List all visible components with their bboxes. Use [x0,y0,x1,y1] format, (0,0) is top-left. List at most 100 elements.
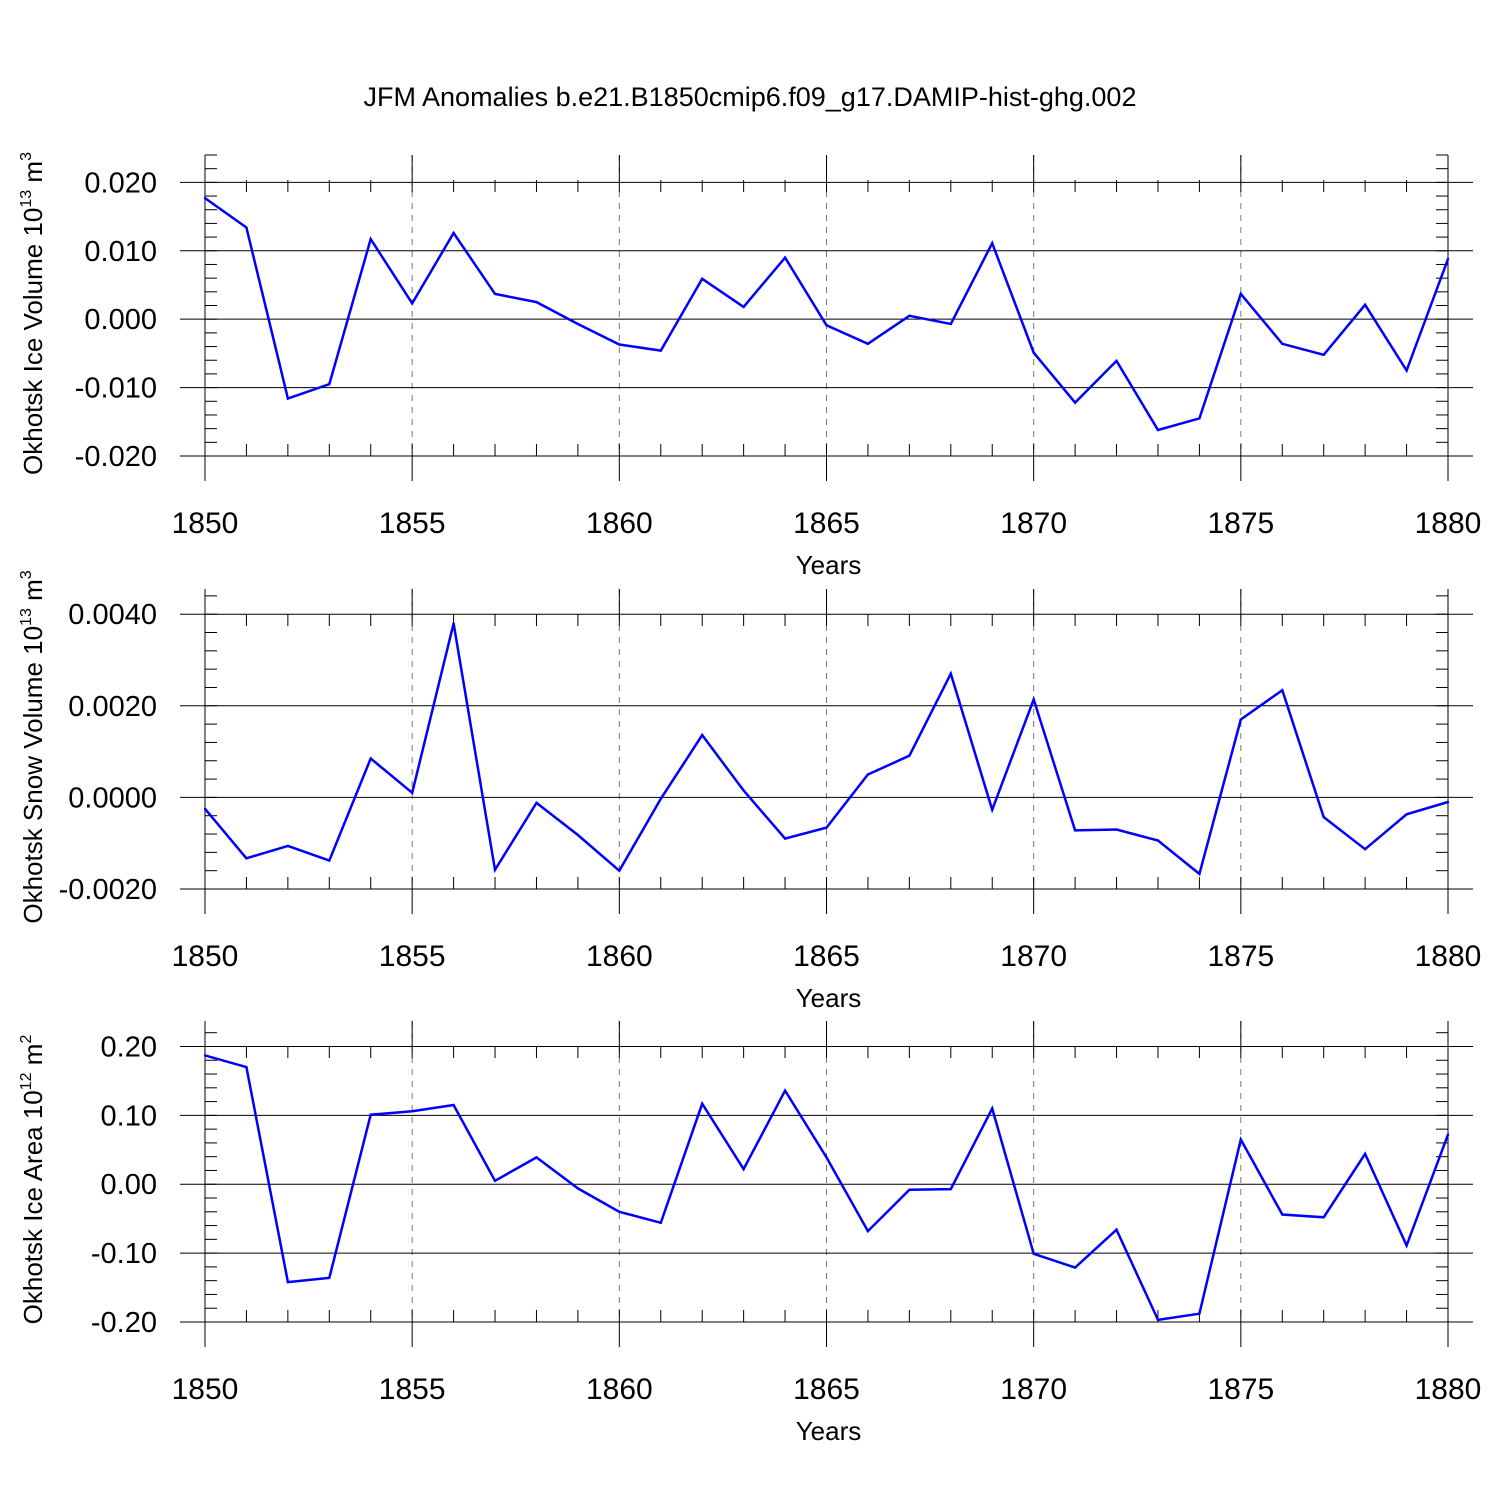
data-point [493,1179,497,1182]
data-point [618,869,621,872]
y-tick-label: 0.10 [101,1100,157,1132]
data-point [1239,292,1243,296]
data-point [1073,401,1077,404]
data-point [825,1156,828,1159]
data-point [783,1089,787,1092]
x-tick-label: 1880 [1415,1373,1482,1406]
x-tick-label: 1870 [1000,507,1067,540]
data-point [410,791,414,795]
x-tick-label: 1850 [172,507,239,540]
x-tick-label: 1870 [1000,940,1067,973]
y-tick-label: 0.20 [101,1031,157,1063]
data-point [866,1229,870,1233]
x-tick-label: 1875 [1207,940,1274,973]
x-axis-label: Years [796,983,862,1013]
x-tick-label: 1860 [586,1373,653,1406]
data-point [1322,353,1325,356]
data-point [369,757,372,760]
data-point [535,801,538,805]
x-tick-label: 1865 [793,1373,860,1406]
data-point [659,797,662,800]
data-point [576,833,580,837]
data-point [866,773,870,776]
data-point [1198,1312,1201,1315]
data-point [203,196,207,200]
y-tick-label: 0.010 [84,236,157,268]
data-point [1239,718,1243,721]
data-point [1239,1138,1243,1141]
data-point [825,826,828,829]
y-tick-label: -0.20 [91,1307,157,1339]
data-point [1198,872,1201,876]
x-tick-label: 1850 [172,1373,239,1406]
data-point [328,1276,331,1280]
data-point [203,1054,207,1057]
x-tick-label: 1870 [1000,1373,1067,1406]
x-tick-label: 1875 [1207,1373,1274,1406]
data-point [1281,1213,1284,1216]
data-point [701,277,704,281]
data-point [1156,1318,1160,1322]
data-point [1281,342,1284,346]
chart-title: JFM Anomalies b.e21.B1850cmip6.f09_g17.D… [364,82,1137,112]
data-point [701,1102,704,1105]
data-point [286,397,290,400]
data-point [245,226,248,229]
data-point [1115,828,1118,831]
data-point [991,1107,994,1110]
panel-2: 0.0040 0.0020 0.0000 -0.0020 1850 1855 1860 186… [18,570,1481,1013]
x-tick-label: 1865 [793,507,860,540]
data-point [452,1103,455,1107]
data-point [1405,369,1408,372]
data-point [742,789,745,792]
data-point [659,1221,662,1225]
data-point [203,807,207,811]
data-point [452,231,455,235]
x-tick-label: 1855 [379,507,446,540]
data-point [659,349,662,352]
x-tick-label: 1880 [1415,940,1482,973]
data-point [1198,417,1201,420]
data-point [1446,800,1450,804]
data-point [618,1210,621,1213]
data-point [1156,428,1160,432]
data-point [908,754,911,757]
x-tick-label: 1850 [172,940,239,973]
y-tick-label: 0.0040 [68,599,157,631]
data-point [908,314,911,317]
data-point [618,343,621,346]
data-point [866,342,870,346]
data-point [991,242,994,245]
panel-3: 0.20 0.10 0.00 -0.10 -0.20 1850 1855 1860 1865 18… [18,1021,1481,1446]
data-point [286,844,290,848]
y-tick-label: -0.10 [91,1238,157,1270]
x-tick-label: 1880 [1415,507,1482,540]
data-point [1115,359,1118,363]
data-point [410,302,414,305]
y-tick-label: 0.0020 [68,691,157,723]
data-point [328,382,331,386]
data-point [1073,829,1077,832]
x-tick-label: 1855 [379,940,446,973]
data-point [1073,1266,1077,1269]
data-point [949,1187,952,1191]
data-point [1405,813,1408,816]
x-axis-label: Years [796,550,862,580]
y-tick-label: 0.020 [84,167,157,199]
data-point [1115,1228,1118,1231]
panel-1: 0.020 0.010 0.000 -0.010 -0.020 1850 1855 1860 1… [18,152,1481,580]
data-point [328,859,331,862]
data-point [369,237,372,241]
data-point [1363,303,1367,307]
data-point [991,808,994,811]
data-point [783,837,787,840]
y-axis-label: Okhotsk Ice Area 1012 m2 [18,1035,48,1325]
data-point [783,256,787,259]
data-point [493,292,497,296]
data-point [1446,1133,1450,1136]
x-tick-label: 1865 [793,940,860,973]
y-axis-label: Okhotsk Ice Volume 1013 m3 [18,152,48,475]
data-point [493,868,497,871]
data-point [1032,698,1035,701]
